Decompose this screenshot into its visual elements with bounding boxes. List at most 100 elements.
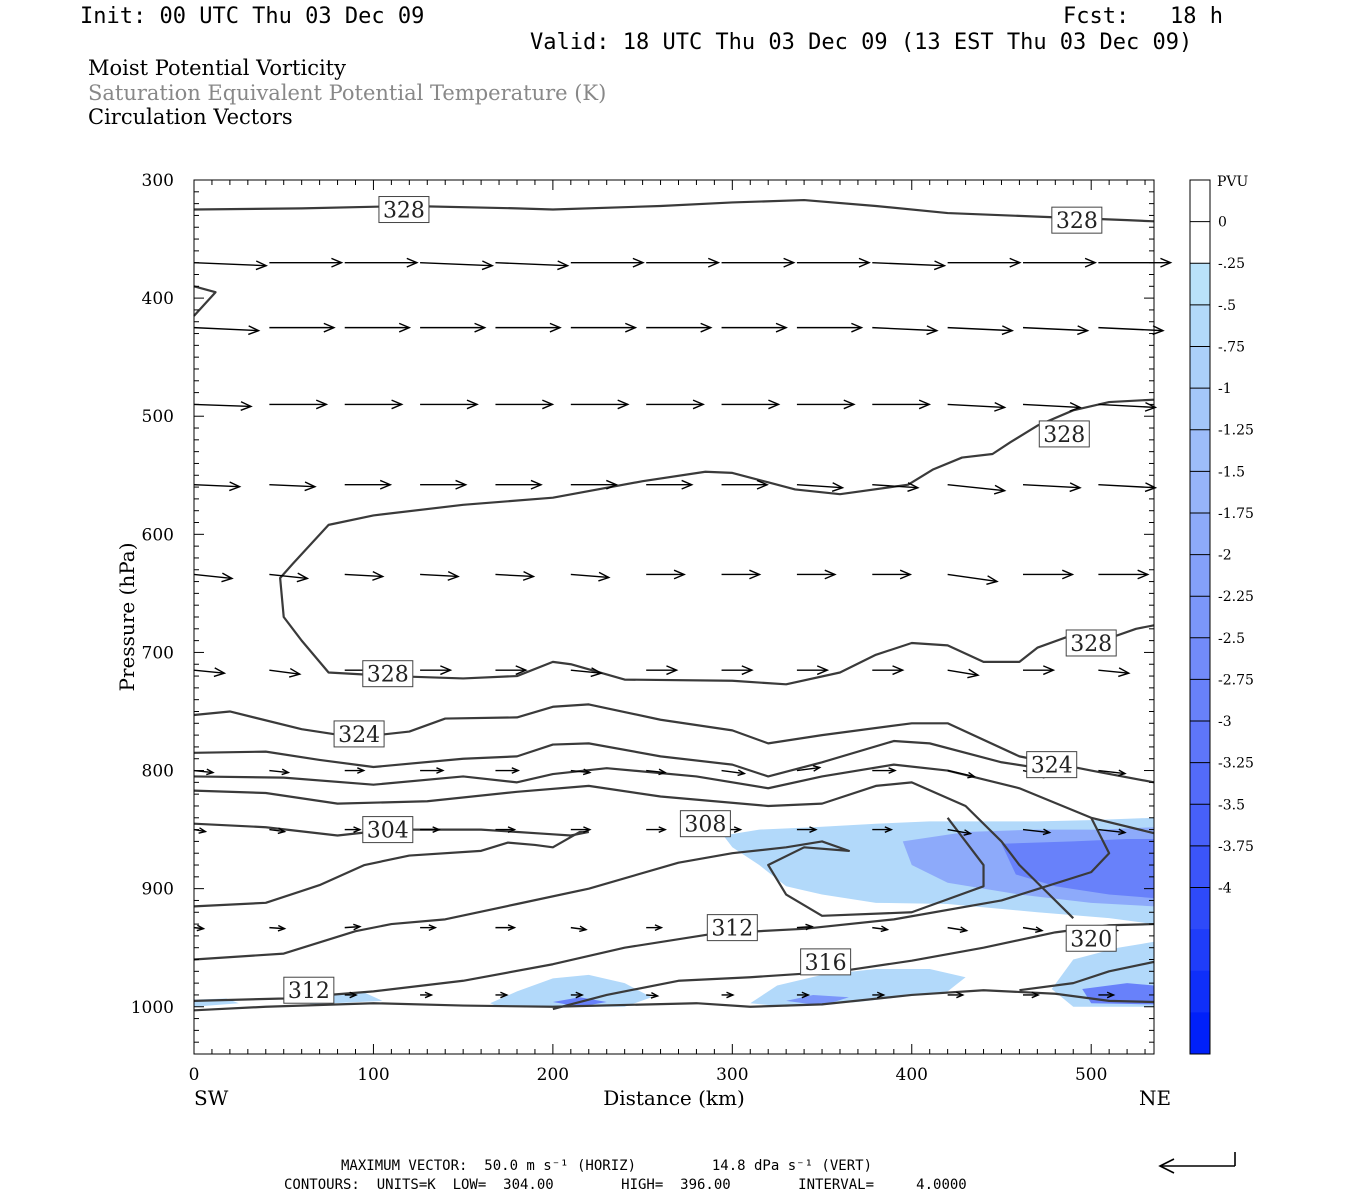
isentrope-328-1 — [193, 285, 217, 317]
vector-arrow — [495, 826, 517, 833]
y-tick-label: 600 — [142, 525, 174, 545]
plot-frame — [193, 179, 1155, 1055]
colorbar-swatch — [1190, 970, 1210, 1013]
vector-arrow — [872, 260, 947, 271]
contour-label-text: 328 — [367, 663, 409, 688]
contour-label: 328 — [1038, 420, 1090, 448]
vector-arrow — [420, 571, 460, 581]
isentrope-328-0 — [193, 198, 1155, 223]
vector-arrow — [420, 260, 495, 271]
vector-arrow — [495, 399, 555, 410]
contour-label: 312 — [283, 976, 335, 1004]
vector-arrow — [646, 768, 667, 776]
vector-arrow — [420, 991, 434, 999]
contour-label: 328 — [1065, 629, 1117, 657]
vector-arrow — [721, 322, 788, 333]
vector-arrow — [796, 257, 871, 268]
vector-arrow — [947, 484, 1007, 495]
contour-label: 324 — [1026, 751, 1078, 779]
isentrope-328-2 — [279, 398, 1155, 686]
colorbar-swatch — [1190, 554, 1210, 597]
colorbar-swatch — [1190, 929, 1210, 972]
vector-arrow — [495, 991, 509, 999]
vector-arrow — [1022, 401, 1082, 412]
isentrope-316-5 — [193, 763, 1155, 835]
vector-arrow — [344, 399, 404, 410]
vector-arrow — [420, 322, 487, 333]
colorbar-level-label: -2.75 — [1218, 672, 1254, 688]
vector-arrow — [269, 768, 291, 776]
colorbar-swatch — [1190, 221, 1210, 264]
vector-arrow — [947, 991, 965, 999]
isentrope-320-4 — [193, 739, 1056, 778]
vector-arrow — [646, 665, 679, 676]
colorbar-level-label: -3.25 — [1218, 756, 1254, 772]
colorbar-swatch — [1190, 180, 1210, 223]
vector-arrow — [872, 826, 894, 833]
colorbar-swatch — [1190, 762, 1210, 805]
vector-arrow — [646, 924, 664, 931]
vector-arrow — [1098, 828, 1127, 836]
vector-arrow — [947, 257, 1022, 268]
vector-arrow — [1098, 482, 1158, 493]
colorbar-level-label: -1.75 — [1218, 506, 1254, 522]
colorbar-level-label: -.5 — [1218, 298, 1236, 314]
vector-arrow — [796, 482, 845, 492]
tick-marks — [193, 179, 1154, 1055]
vector-arrow — [1023, 569, 1075, 580]
vector-arrow — [947, 401, 1007, 412]
vector-arrow — [193, 768, 215, 776]
vector-arrow — [1098, 667, 1131, 678]
contour-label: 304 — [362, 816, 414, 844]
isentrope-layer — [193, 198, 1155, 1012]
vector-arrow — [269, 572, 310, 583]
vector-arrow — [495, 665, 528, 676]
isentrope-312-13 — [193, 989, 1155, 1012]
colorbar-level-label: 0 — [1218, 215, 1227, 231]
init-time: Init: 00 UTC Thu 03 Dec 09 — [80, 4, 425, 29]
vector-arrow — [1022, 926, 1044, 933]
colorbar-swatch — [1190, 596, 1210, 639]
vector-arrow — [420, 399, 479, 410]
vector-arrow — [269, 924, 287, 932]
vector-arrow — [721, 665, 754, 676]
vector-arrow — [570, 399, 630, 410]
vector-arrow — [947, 926, 969, 933]
vector-arrow — [420, 665, 453, 676]
vector-arrow — [570, 257, 645, 268]
vector-arrow — [495, 924, 517, 931]
colorbar-border — [1189, 179, 1211, 1055]
vector-arrow — [796, 923, 814, 931]
vector-arrow — [570, 991, 585, 999]
contour-label: 308 — [679, 810, 731, 838]
vector-arrow — [495, 571, 536, 581]
vector-arrow — [495, 322, 562, 333]
contour-label-text: 308 — [684, 813, 726, 838]
vector-arrow — [796, 826, 818, 833]
vector-arrow — [1098, 401, 1158, 412]
vector-arrow — [1098, 257, 1173, 268]
vector-arrow — [344, 923, 362, 931]
vector-layer — [193, 257, 1173, 999]
vector-arrow — [269, 827, 287, 835]
vector-arrow — [872, 925, 890, 933]
y-tick-label: 1000 — [131, 998, 174, 1018]
vector-arrow — [1022, 482, 1082, 493]
vector-arrow — [646, 479, 694, 490]
vector-arrow — [344, 991, 358, 999]
vector-arrow — [1098, 769, 1127, 777]
vector-arrow — [1098, 991, 1116, 999]
title-vectors: Circulation Vectors — [88, 105, 293, 129]
vector-arrow — [1023, 991, 1041, 999]
vector-arrow — [646, 399, 705, 410]
vector-arrow — [1022, 325, 1090, 336]
colorbar-swatch — [1190, 679, 1210, 722]
vector-arrow — [796, 399, 856, 410]
contour-label-text: 328 — [1070, 632, 1112, 657]
vector-arrow — [495, 260, 570, 271]
title-theta-es: Saturation Equivalent Potential Temperat… — [88, 81, 607, 105]
contour-label-text: 316 — [805, 951, 847, 976]
vector-arrow — [872, 569, 913, 580]
colorbar-swatch — [1190, 512, 1210, 556]
contour-label-text: 328 — [1056, 209, 1098, 234]
